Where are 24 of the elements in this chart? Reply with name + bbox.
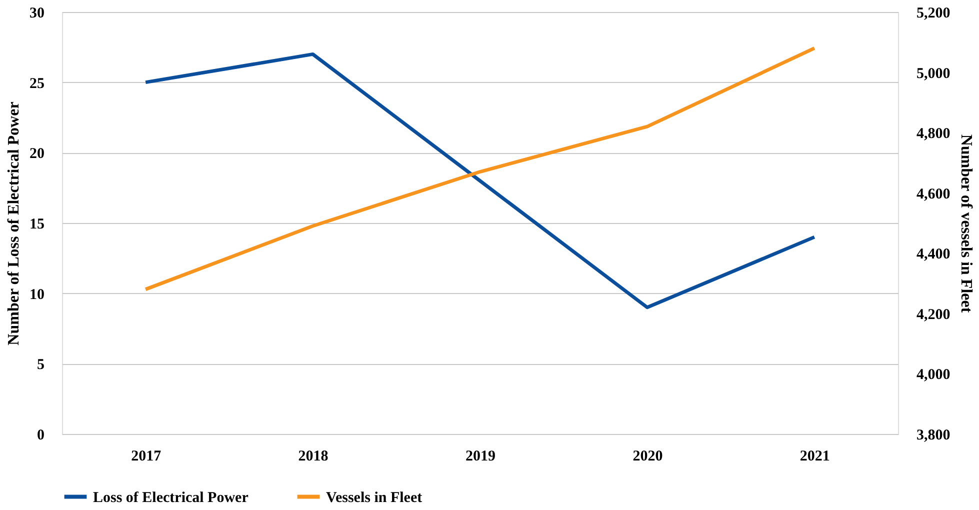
y2-tick-label: 4,800: [916, 126, 950, 142]
x-tick-label: 2020: [632, 448, 663, 464]
x-tick-label: 2019: [466, 448, 496, 464]
legend-label: Loss of Electrical Power: [93, 490, 249, 506]
x-tick-label: 2018: [298, 448, 328, 464]
y2-tick-label: 4,000: [916, 367, 950, 384]
y-axis-title: Number of Loss of Electrical Power: [6, 102, 22, 346]
y-tick-label: 15: [30, 216, 44, 232]
y-tick-label: 25: [30, 76, 44, 92]
y2-axis-title: Number of vessels in Fleet: [957, 134, 974, 314]
y-tick-label: 5: [37, 357, 44, 374]
x-tick-label: 2017: [131, 448, 162, 464]
y-tick-label: 10: [30, 286, 44, 303]
y-tick-label: 30: [30, 6, 44, 22]
y-tick-label: 20: [30, 146, 44, 162]
y2-tick-label: 4,600: [916, 186, 950, 202]
y2-tick-label: 4,200: [916, 306, 950, 323]
y2-tick-label: 5,000: [916, 66, 950, 82]
y-tick-label: 0: [37, 428, 44, 444]
y2-tick-label: 4,400: [916, 246, 950, 263]
x-tick-label: 2021: [800, 448, 830, 464]
y2-tick-label: 3,800: [916, 428, 950, 444]
y2-tick-label: 5,200: [916, 6, 950, 22]
legend-label: Vessels in Fleet: [326, 490, 422, 506]
